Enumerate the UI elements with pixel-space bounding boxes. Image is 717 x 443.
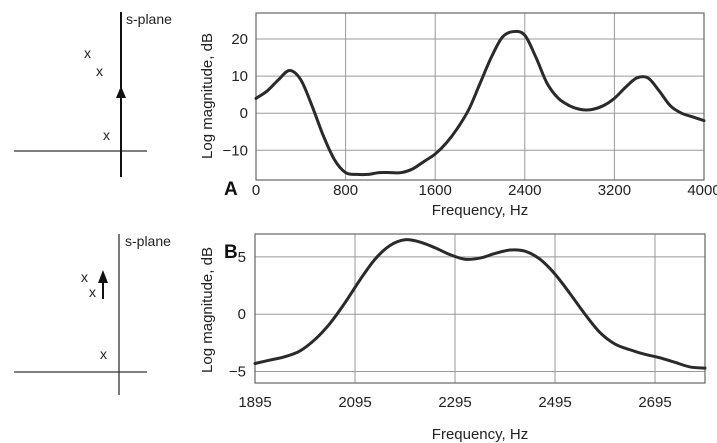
- y-tick-label: 20: [231, 31, 248, 48]
- y-tick-label: 0: [240, 105, 248, 122]
- pole-marker: x: [81, 269, 88, 285]
- x-tick-label: 1600: [419, 182, 452, 199]
- magnitude-curve: [254, 29, 706, 177]
- plot-frame: [254, 233, 706, 384]
- chart-b: 1895 2095 2295 2495 2695 −5 0 5 B Frequency, Hz…: [199, 233, 707, 443]
- x-tick-label: 4000: [687, 182, 717, 199]
- s-plane-diagram-b: s-plane x x x: [14, 233, 171, 395]
- y-axis-label: Log magnitude, dB: [199, 247, 216, 373]
- y-tick-label: 0: [238, 306, 246, 323]
- x-tick-label: 800: [333, 182, 358, 199]
- arrow-up-icon: [116, 86, 126, 98]
- x-tick-label: 0: [252, 182, 260, 199]
- x-axis-label: Frequency, Hz: [432, 426, 528, 443]
- pole-marker: x: [84, 45, 91, 61]
- pole-marker: x: [100, 346, 107, 362]
- chart-a: 0 800 1600 2400 3200 4000 −10 0 10 20 A Frequency…: [199, 12, 717, 219]
- y-tick-label: 5: [238, 249, 246, 266]
- x-tick-label: 2400: [508, 182, 541, 199]
- panel-label: B: [224, 242, 238, 263]
- s-plane-diagram-a: s-plane x x x: [14, 11, 172, 177]
- y-tick-label: −10: [223, 142, 248, 159]
- pole-marker: x: [96, 63, 103, 79]
- plot-frame: [255, 12, 705, 181]
- magnitude-curve: [253, 238, 707, 370]
- pole-marker: x: [103, 127, 110, 143]
- x-tick-label: 1895: [238, 394, 271, 411]
- s-plane-label: s-plane: [125, 233, 171, 249]
- panel-label: A: [224, 179, 238, 200]
- x-tick-label: 2295: [438, 394, 471, 411]
- x-tick-label: 2095: [338, 394, 371, 411]
- y-tick-label: 10: [231, 68, 248, 85]
- s-plane-label: s-plane: [126, 11, 172, 27]
- x-tick-label: 2695: [638, 394, 671, 411]
- y-tick-label: −5: [229, 364, 246, 381]
- x-tick-label: 3200: [598, 182, 631, 199]
- arrow-up-icon: [98, 270, 108, 283]
- x-tick-label: 2495: [538, 394, 571, 411]
- y-axis-label: Log magnitude, dB: [199, 33, 216, 159]
- pole-marker: x: [89, 284, 96, 300]
- x-axis-label: Frequency, Hz: [432, 202, 528, 219]
